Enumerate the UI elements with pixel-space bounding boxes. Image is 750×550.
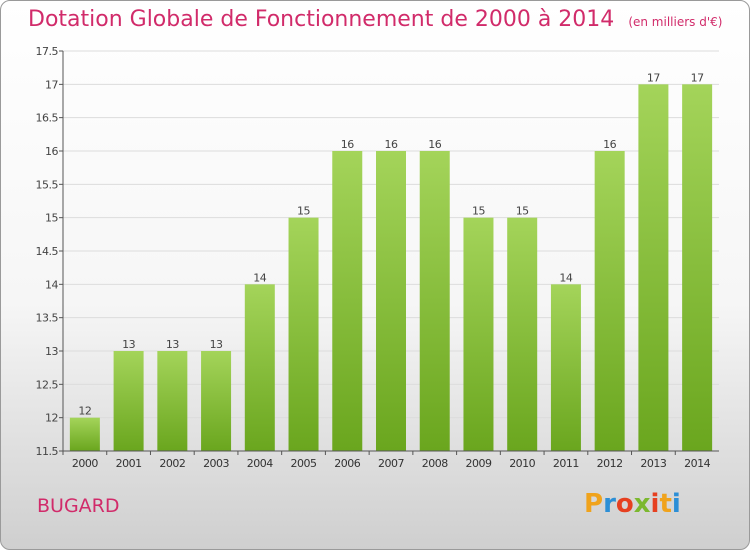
data-label: 13 xyxy=(210,338,223,351)
y-tick-label: 12.5 xyxy=(36,378,59,391)
x-tick-label: 2011 xyxy=(553,457,579,470)
data-label: 14 xyxy=(253,271,266,284)
y-tick-label: 15 xyxy=(45,212,58,225)
data-label: 13 xyxy=(122,338,135,351)
bar xyxy=(376,151,406,451)
x-tick-label: 2005 xyxy=(291,457,317,470)
y-tick-label: 15.5 xyxy=(36,178,59,191)
data-label: 16 xyxy=(385,138,398,151)
y-tick-label: 11.5 xyxy=(36,445,59,458)
logo-letter: r xyxy=(603,489,616,519)
x-tick-label: 2012 xyxy=(597,457,623,470)
data-label: 17 xyxy=(647,71,660,84)
y-tick-label: 16 xyxy=(45,145,58,158)
x-tick-label: 2000 xyxy=(72,457,98,470)
logo-letter: o xyxy=(615,489,634,519)
logo-letter: P xyxy=(584,489,604,519)
y-tick-label: 12 xyxy=(45,412,58,425)
chart-title-text: Dotation Globale de Fonctionnement de 20… xyxy=(28,7,615,32)
chart-title: Dotation Globale de Fonctionnement de 20… xyxy=(28,7,722,32)
x-tick-label: 2004 xyxy=(247,457,273,470)
bar xyxy=(682,84,713,451)
x-tick-label: 2014 xyxy=(684,457,710,470)
y-tick-label: 13 xyxy=(45,345,58,358)
bar-labels: 12 13 13 13 14 15 16 16 16 15 15 14 16 17 17 xyxy=(78,71,704,417)
bar xyxy=(113,351,144,451)
data-label: 12 xyxy=(78,405,91,418)
bar xyxy=(157,351,188,451)
bar xyxy=(463,217,494,451)
x-tick-label: 2003 xyxy=(203,457,229,470)
data-label: 14 xyxy=(559,271,572,284)
x-tick-label: 2013 xyxy=(640,457,666,470)
data-label: 15 xyxy=(472,205,485,218)
bar xyxy=(638,84,669,451)
bar xyxy=(69,417,100,451)
logo-letter: i xyxy=(650,489,660,519)
y-tick-label: 14.5 xyxy=(36,245,59,258)
data-label: 17 xyxy=(691,71,704,84)
x-tick-labels: 2000 2001 2002 2003 2004 2005 2006 2007 2008 2009… xyxy=(72,457,711,470)
data-label: 15 xyxy=(516,205,529,218)
bar xyxy=(332,151,363,451)
data-label: 13 xyxy=(166,338,179,351)
bar xyxy=(594,151,625,451)
x-tick-label: 2006 xyxy=(334,457,360,470)
data-label: 15 xyxy=(297,205,310,218)
y-tick-label: 16.5 xyxy=(36,112,59,125)
y-tick-label: 17.5 xyxy=(36,45,59,58)
bar xyxy=(507,217,538,451)
axes xyxy=(62,51,719,452)
bars xyxy=(69,84,713,451)
x-tick-label: 2008 xyxy=(422,457,448,470)
x-tick-label: 2010 xyxy=(509,457,535,470)
data-label: 16 xyxy=(341,138,354,151)
x-tick-label: 2001 xyxy=(116,457,142,470)
bar xyxy=(288,217,319,451)
data-label: 16 xyxy=(603,138,616,151)
bar xyxy=(419,151,450,451)
logo-letter: t xyxy=(659,489,672,519)
x-tick-label: 2007 xyxy=(378,457,404,470)
bar xyxy=(201,351,232,451)
bar xyxy=(244,284,275,451)
y-tick-label: 13.5 xyxy=(36,312,59,325)
chart-unit: (en milliers d'€) xyxy=(628,15,723,29)
logo-letter: i xyxy=(671,489,681,519)
x-tick-label: 2009 xyxy=(465,457,491,470)
commune-name: BUGARD xyxy=(37,495,120,517)
logo-letter: x xyxy=(633,489,651,519)
y-tick-labels: 11.5 12 12.5 13 13.5 14 14.5 15 15.5 16 16.5 17 17.5 xyxy=(36,45,59,458)
x-tick-label: 2002 xyxy=(159,457,185,470)
data-label: 16 xyxy=(428,138,441,151)
y-tick-label: 17 xyxy=(45,78,58,91)
y-tick-label: 14 xyxy=(45,278,58,291)
bar xyxy=(550,284,581,451)
proxiti-logo: Proxiti xyxy=(584,489,681,519)
